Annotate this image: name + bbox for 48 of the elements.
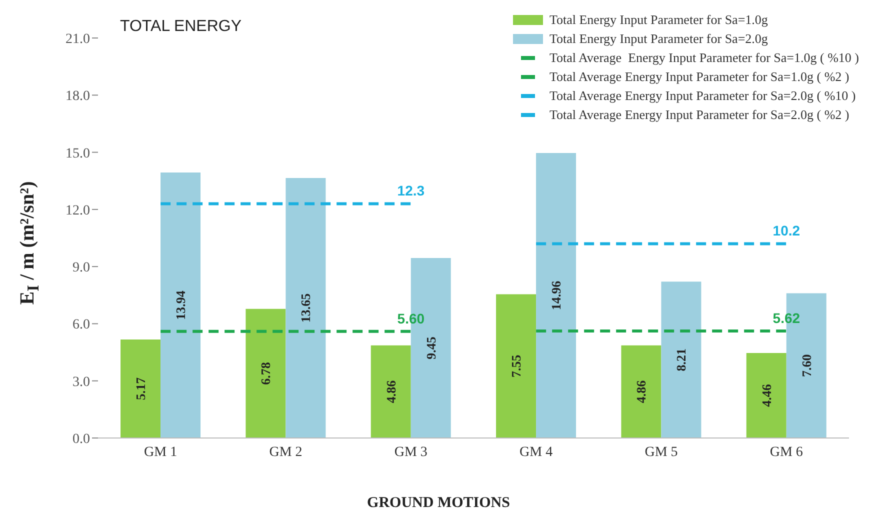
x-axis-title: GROUND MOTIONS xyxy=(366,495,511,512)
chart-title: TOTAL ENERGY xyxy=(120,18,242,36)
data-label: 10.2 xyxy=(772,222,800,239)
data-label: 8.21 xyxy=(674,348,689,372)
bar xyxy=(496,294,536,438)
bar xyxy=(286,178,326,438)
x-tick-label: GM 3 xyxy=(394,444,428,460)
x-tick-label: GM 1 xyxy=(144,444,178,460)
data-label: 12.3 xyxy=(397,182,425,199)
data-label: 5.17 xyxy=(133,376,148,400)
data-label: 13.65 xyxy=(298,292,314,323)
bar xyxy=(661,282,702,438)
data-label: 5.60 xyxy=(397,310,425,326)
data-label: 13.94 xyxy=(173,290,188,320)
data-label: 6.78 xyxy=(258,362,274,385)
y-tick-label: 21.0 xyxy=(66,32,90,47)
bar xyxy=(246,308,286,438)
legend-label: Total Average Energy Input Parameter for Sa=2.0g ( %10 ) xyxy=(549,87,856,105)
y-tick-label: 3.0 xyxy=(72,374,90,390)
data-label: 7.55 xyxy=(508,354,524,378)
bar xyxy=(536,153,576,438)
data-label: 4.86 xyxy=(383,380,398,404)
legend-label: Total Average Energy Input Parameter for Sa=2.0g ( %2 ) xyxy=(549,106,850,124)
x-tick-label: GM 4 xyxy=(520,444,553,460)
data-label: 14.96 xyxy=(548,280,564,310)
data-label: 4.86 xyxy=(634,380,649,404)
y-tick-label: 0.0 xyxy=(72,432,90,447)
x-tick-label: GM 5 xyxy=(644,444,678,460)
y-tick-label: 12.0 xyxy=(66,203,90,218)
data-label: 9.45 xyxy=(423,336,438,360)
y-tick-label: 15.0 xyxy=(66,146,90,162)
x-tick-label: GM 6 xyxy=(770,444,803,460)
legend-label: Total Average Energy Input Parameter for Sa=1.0g ( %2 ) xyxy=(549,68,850,86)
y-tick-label: 18.0 xyxy=(66,89,90,104)
bar xyxy=(370,345,411,438)
y-tick-label: 9.0 xyxy=(72,260,90,276)
legend-label: Total Energy Input Parameter for Sa=2.0g xyxy=(549,30,768,48)
y-tick-label: 6.0 xyxy=(72,318,90,333)
legend-label: Total Average Energy Input Parameter for Sa=1.0g ( %10 ) xyxy=(549,49,859,67)
bar xyxy=(621,345,662,438)
data-label: 5.62 xyxy=(772,310,800,326)
data-label: 7.60 xyxy=(798,354,814,377)
bar xyxy=(120,340,161,438)
data-label: 4.46 xyxy=(758,384,774,407)
bar xyxy=(746,353,786,438)
legend-label: Total Energy Input Parameter for Sa=1.0g xyxy=(549,11,768,29)
bar xyxy=(160,172,201,438)
x-tick-label: GM 2 xyxy=(269,444,302,460)
